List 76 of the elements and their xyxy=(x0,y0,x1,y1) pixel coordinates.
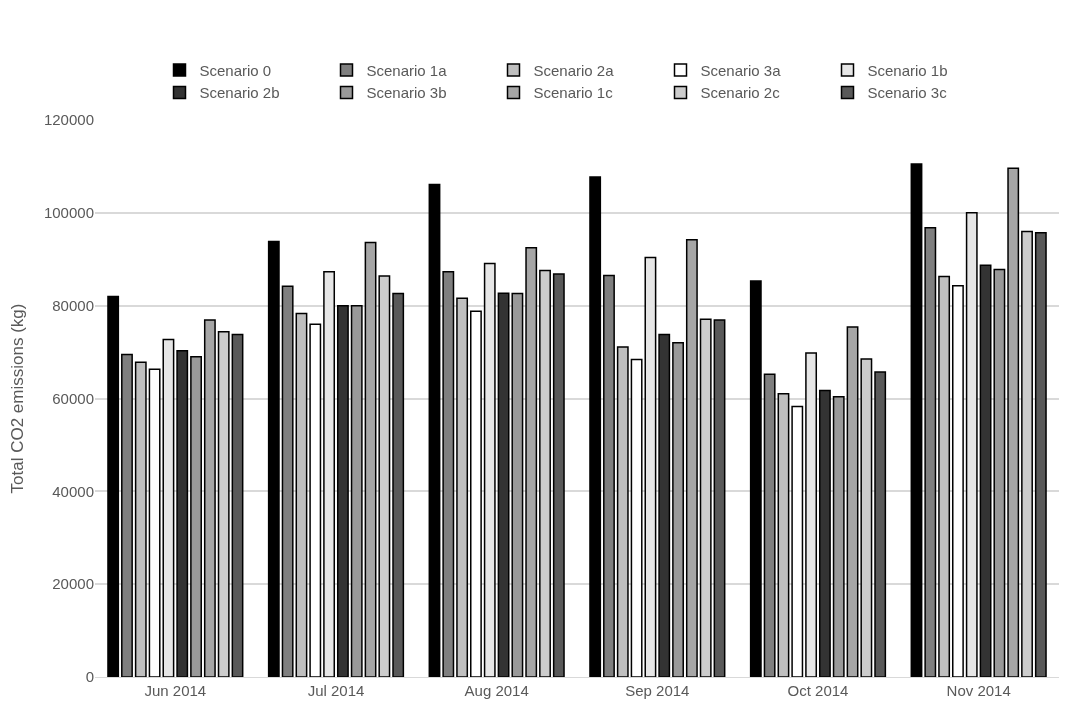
y-axis-title: Total CO2 emissions (kg) xyxy=(8,303,28,494)
bar xyxy=(309,323,322,677)
bar xyxy=(791,405,804,677)
bar xyxy=(483,262,496,677)
bar xyxy=(392,292,405,677)
bar xyxy=(805,352,818,677)
x-tick-label: Aug 2014 xyxy=(464,682,529,699)
bar xyxy=(749,280,762,677)
bar xyxy=(231,333,244,677)
bar xyxy=(217,330,230,677)
bar xyxy=(323,271,336,677)
legend-label: Scenario 1b xyxy=(867,61,948,79)
bar xyxy=(134,361,147,677)
bar xyxy=(525,246,538,677)
bar xyxy=(938,275,951,677)
bar xyxy=(295,312,308,677)
legend-label: Scenario 2c xyxy=(700,84,781,102)
bar xyxy=(552,273,565,677)
x-tick-label: Sep 2014 xyxy=(625,682,690,699)
y-tick-label: 20000 xyxy=(52,575,94,593)
x-tick-label: Jun 2014 xyxy=(144,682,207,699)
bar xyxy=(965,212,978,677)
y-tick-label: 100000 xyxy=(43,204,94,222)
y-tick-label: 60000 xyxy=(52,389,94,407)
bar xyxy=(281,285,294,677)
bar xyxy=(470,310,482,677)
bar xyxy=(428,183,441,677)
bar xyxy=(442,271,455,677)
bar xyxy=(818,389,831,677)
legend-label: Scenario 3c xyxy=(867,84,948,102)
legend-label: Scenario 1c xyxy=(533,84,614,102)
y-tick-label: 0 xyxy=(85,668,94,686)
legend-label: Scenario 1a xyxy=(366,61,448,79)
bar xyxy=(1034,232,1047,677)
bar xyxy=(832,395,845,677)
bar xyxy=(616,346,629,677)
y-tick-label: 120000 xyxy=(43,111,94,129)
bar xyxy=(456,297,469,677)
y-tick-label: 40000 xyxy=(52,482,94,500)
bar xyxy=(378,275,391,677)
bar xyxy=(910,163,923,677)
bar xyxy=(1007,167,1020,677)
bar xyxy=(846,326,859,677)
bar xyxy=(1021,230,1033,677)
bar xyxy=(539,269,551,677)
y-tick-label: 80000 xyxy=(52,296,94,314)
bar xyxy=(952,284,964,677)
bar xyxy=(685,239,698,677)
bar xyxy=(589,176,602,677)
bar xyxy=(699,318,712,677)
bar xyxy=(107,295,120,677)
legend-label: Scenario 2b xyxy=(199,84,280,102)
x-tick-label: Oct 2014 xyxy=(787,682,849,699)
legend-label: Scenario 3b xyxy=(366,84,447,102)
x-tick-label: Jul 2014 xyxy=(307,682,365,699)
legend-label: Scenario 3a xyxy=(700,61,782,79)
bar xyxy=(924,226,937,677)
bar xyxy=(658,333,671,677)
bar xyxy=(364,241,377,677)
bar xyxy=(336,304,349,677)
x-tick-label: Nov 2014 xyxy=(946,682,1011,699)
legend-label: Scenario 0 xyxy=(199,61,272,79)
bar xyxy=(603,274,615,677)
bar xyxy=(267,240,280,677)
bar xyxy=(777,393,790,677)
bar xyxy=(874,371,887,677)
bar xyxy=(176,349,189,677)
bar xyxy=(121,353,133,677)
bar xyxy=(713,319,726,677)
bar xyxy=(203,319,216,677)
bar xyxy=(672,342,684,677)
bar xyxy=(350,304,363,677)
bar xyxy=(763,373,776,677)
legend-label: Scenario 2a xyxy=(533,61,615,79)
bar xyxy=(190,355,202,677)
bar xyxy=(860,358,873,677)
